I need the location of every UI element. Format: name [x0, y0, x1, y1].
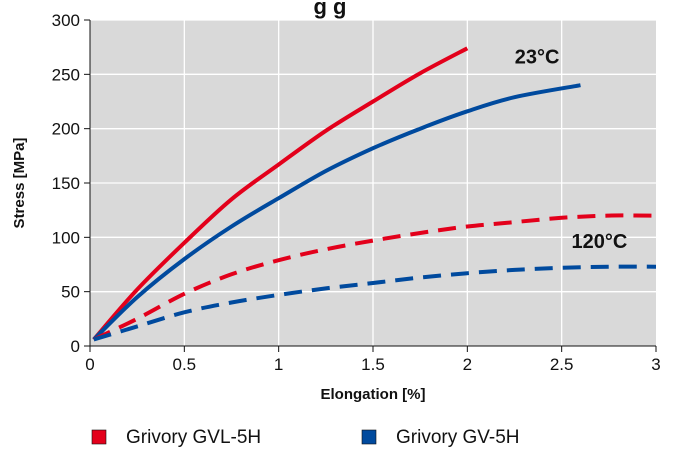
x-tick-label: 3: [651, 355, 660, 374]
x-axis-title: Elongation [%]: [321, 386, 426, 403]
x-tick-label: 1: [274, 355, 283, 374]
legend-swatch: [362, 430, 376, 444]
y-tick-label: 100: [52, 228, 80, 247]
legend: Grivory GVL-5H Grivory GV-5H: [92, 427, 520, 448]
y-axis-title: Stress [MPa]: [11, 138, 28, 229]
y-tick-label: 0: [71, 337, 80, 356]
y-tick-label: 150: [52, 174, 80, 193]
temperature-label-2: 120°C: [571, 231, 627, 253]
chart-title-fragment: g g: [314, 0, 347, 19]
legend-swatch: [92, 430, 106, 444]
x-tick-label: 2: [463, 355, 472, 374]
x-tick-label: 0: [85, 355, 94, 374]
x-tick-label: 1.5: [361, 355, 385, 374]
y-tick-label: 200: [52, 120, 80, 139]
legend-label: Grivory GV-5H: [396, 427, 520, 448]
y-tick-label: 50: [61, 283, 80, 302]
x-tick-label: 0.5: [173, 355, 197, 374]
temperature-label-1: 23°C: [515, 46, 560, 68]
x-tick-label: 2.5: [550, 355, 574, 374]
legend-label: Grivory GVL-5H: [126, 427, 261, 448]
y-tick-label: 300: [52, 11, 80, 30]
y-tick-label: 250: [52, 65, 80, 84]
